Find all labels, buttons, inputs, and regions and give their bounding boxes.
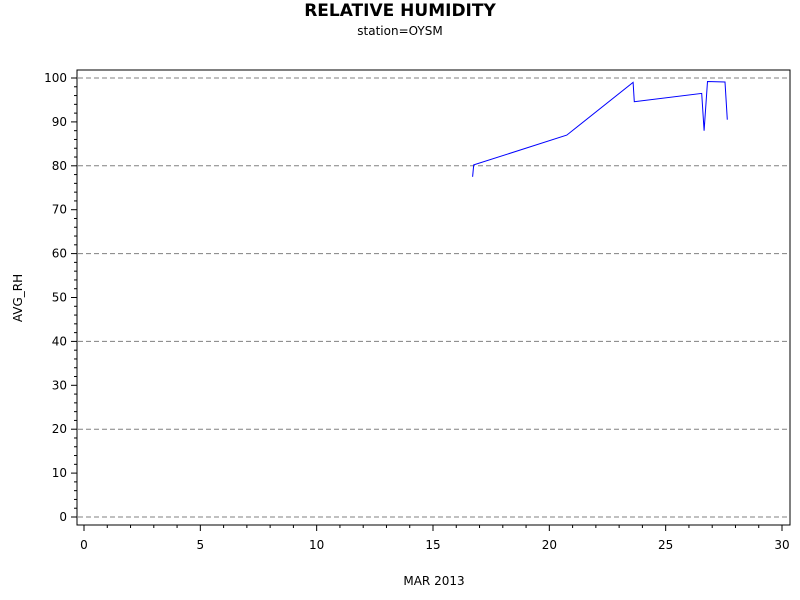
y-tick-label: 70: [52, 203, 67, 217]
x-tick-label: 5: [197, 538, 205, 552]
y-tick-label: 30: [52, 378, 67, 392]
y-tick-label: 90: [52, 115, 67, 129]
x-axis: 0 5 10 15 20 25 30: [80, 525, 790, 552]
x-tick-label: 0: [80, 538, 88, 552]
chart-title: RELATIVE HUMIDITY: [304, 1, 496, 21]
x-tick-label: 30: [774, 538, 789, 552]
y-tick-label: 50: [52, 291, 67, 305]
y-tick-label: 10: [52, 466, 67, 480]
plot-frame: [76, 69, 791, 526]
x-axis-label: MAR 2013: [403, 574, 464, 588]
y-tick-label: 80: [52, 159, 67, 173]
x-tick-label: 25: [658, 538, 673, 552]
gridlines: [78, 77, 789, 518]
x-tick-label: 20: [542, 538, 557, 552]
y-tick-label: 0: [59, 510, 67, 524]
y-tick-label: 40: [52, 334, 67, 348]
avg-rh-line: [472, 80, 728, 177]
y-tick-label: 20: [52, 422, 67, 436]
chart-subtitle: station=OYSM: [357, 24, 443, 38]
x-tick-label: 10: [309, 538, 324, 552]
y-axis-label: AVG_RH: [11, 274, 25, 322]
y-tick-label: 100: [44, 71, 67, 85]
series-layer: [472, 80, 728, 177]
y-tick-label: 60: [52, 247, 67, 261]
y-axis: 0 10 20 30 40 50 60 70 80 90 100: [44, 71, 77, 524]
x-tick-label: 15: [425, 538, 440, 552]
